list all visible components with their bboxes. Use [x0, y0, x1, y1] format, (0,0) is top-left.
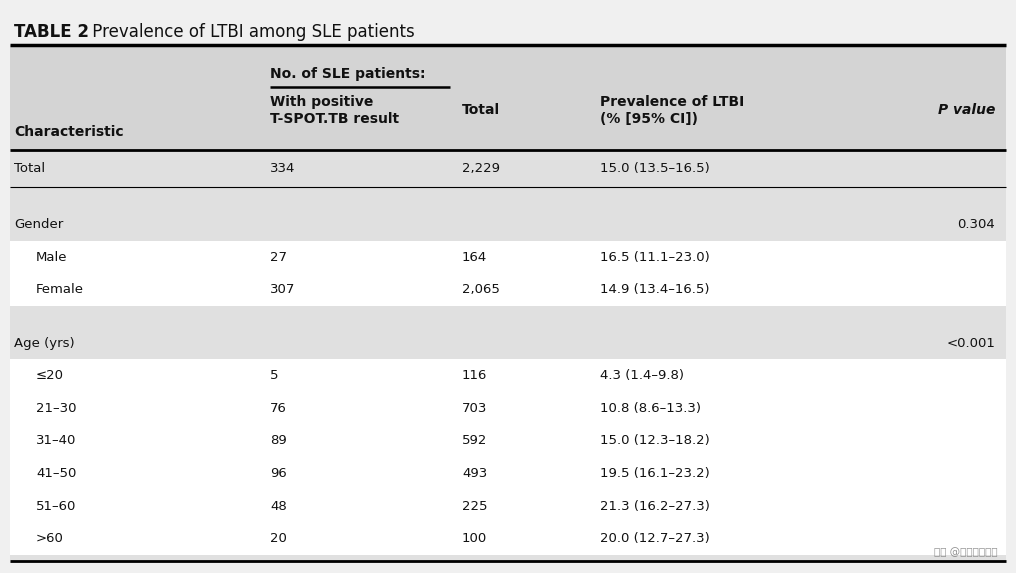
Text: 116: 116 [462, 369, 488, 382]
Text: 164: 164 [462, 250, 488, 264]
Text: Prevalence of LTBI among SLE patients: Prevalence of LTBI among SLE patients [87, 23, 415, 41]
Text: 0.304: 0.304 [957, 218, 995, 231]
Text: 307: 307 [270, 283, 296, 296]
Text: TABLE 2: TABLE 2 [14, 23, 89, 41]
Text: 703: 703 [462, 402, 488, 415]
Bar [10, 457, 1006, 490]
Text: 334: 334 [270, 162, 296, 175]
Text: Characteristic: Characteristic [14, 125, 124, 139]
Text: 48: 48 [270, 500, 287, 513]
Text: 15.0 (12.3–18.2): 15.0 (12.3–18.2) [600, 434, 710, 448]
Text: 41–50: 41–50 [36, 467, 76, 480]
Text: 76: 76 [270, 402, 287, 415]
Text: 21.3 (16.2–27.3): 21.3 (16.2–27.3) [600, 500, 710, 513]
Text: (% [95% CI]): (% [95% CI]) [600, 112, 698, 126]
Text: 31–40: 31–40 [36, 434, 76, 448]
Text: 19.5 (16.1–23.2): 19.5 (16.1–23.2) [600, 467, 710, 480]
Bar [10, 425, 1006, 457]
Text: Total: Total [14, 162, 45, 175]
Text: 16.5 (11.1–23.0): 16.5 (11.1–23.0) [600, 250, 710, 264]
Text: T-SPOT.TB result: T-SPOT.TB result [270, 112, 399, 126]
Bar [10, 273, 1006, 306]
Text: Gender: Gender [14, 218, 63, 231]
Text: 592: 592 [462, 434, 488, 448]
Text: Prevalence of LTBI: Prevalence of LTBI [600, 95, 745, 109]
Bar [10, 241, 1006, 273]
Text: 5: 5 [270, 369, 278, 382]
Text: 20.0 (12.7–27.3): 20.0 (12.7–27.3) [600, 532, 710, 545]
Text: No. of SLE patients:: No. of SLE patients: [270, 67, 426, 81]
Text: >60: >60 [36, 532, 64, 545]
Bar [10, 392, 1006, 425]
Text: 100: 100 [462, 532, 488, 545]
Text: 14.9 (13.4–16.5): 14.9 (13.4–16.5) [600, 283, 709, 296]
Text: With positive: With positive [270, 95, 373, 109]
Text: 20: 20 [270, 532, 287, 545]
Text: 27: 27 [270, 250, 287, 264]
Text: Male: Male [36, 250, 67, 264]
Text: <0.001: <0.001 [946, 337, 995, 350]
Bar [10, 523, 1006, 555]
Text: P value: P value [938, 103, 995, 117]
Bar [10, 45, 1006, 150]
Text: 2,065: 2,065 [462, 283, 500, 296]
Text: 89: 89 [270, 434, 287, 448]
Text: 51–60: 51–60 [36, 500, 76, 513]
Text: 头条 @北京协和医院: 头条 @北京协和医院 [935, 547, 998, 557]
Text: 2,229: 2,229 [462, 162, 500, 175]
Text: 21–30: 21–30 [36, 402, 76, 415]
Text: Total: Total [462, 103, 500, 117]
Text: 10.8 (8.6–13.3): 10.8 (8.6–13.3) [600, 402, 701, 415]
Bar [10, 490, 1006, 523]
Text: 225: 225 [462, 500, 488, 513]
Text: 4.3 (1.4–9.8): 4.3 (1.4–9.8) [600, 369, 684, 382]
Text: Female: Female [36, 283, 84, 296]
Text: 96: 96 [270, 467, 287, 480]
Text: ≤20: ≤20 [36, 369, 64, 382]
Text: Age (yrs): Age (yrs) [14, 337, 74, 350]
Bar [10, 150, 1006, 563]
Text: 15.0 (13.5–16.5): 15.0 (13.5–16.5) [600, 162, 710, 175]
Bar [10, 359, 1006, 392]
Text: 493: 493 [462, 467, 488, 480]
